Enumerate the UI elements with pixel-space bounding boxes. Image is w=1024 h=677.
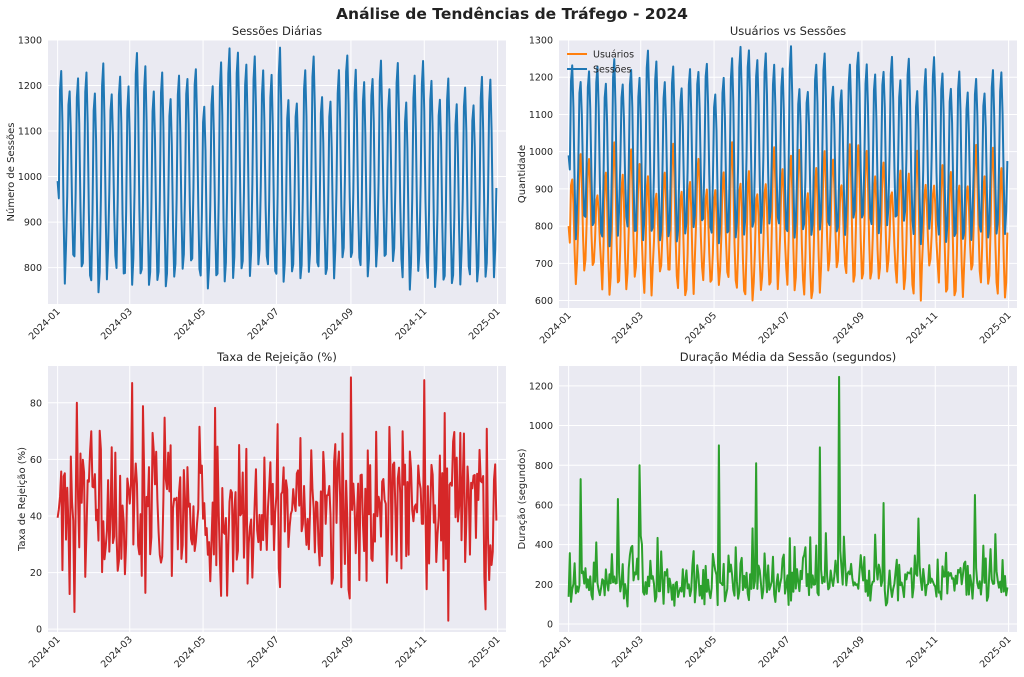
- y-tick-label: 1300: [18, 36, 42, 47]
- gridlines: [48, 366, 506, 632]
- y-tick-label: 1000: [18, 172, 42, 183]
- panel-title: Taxa de Rejeição (%): [216, 350, 337, 364]
- x-tick-label: 2024-03: [99, 634, 135, 670]
- y-tick-label: 800: [24, 263, 42, 274]
- y-tick-label: 0: [547, 620, 553, 631]
- legend-label-sessions: Sessões: [593, 65, 631, 76]
- series-line-usu-rios: [567, 141, 1009, 302]
- series-line-sess-es: [56, 46, 498, 294]
- series-lines: [567, 375, 1009, 608]
- y-tick-labels: 0 20 40 60 80: [30, 398, 42, 635]
- x-tick-labels: 2024-01 2024-03 2024-05 2024-07 2024-09 2024-…: [538, 310, 1014, 346]
- x-tick-label: 2024-11: [905, 310, 941, 346]
- x-tick-label: 2025-01: [978, 634, 1014, 670]
- x-tick-label: 2024-01: [27, 634, 63, 670]
- y-tick-label: 600: [535, 296, 553, 307]
- y-tick-labels: 0 200 400 600 800 1000 1200: [529, 381, 553, 630]
- series-lines: [567, 45, 1009, 302]
- x-tick-label: 2025-01: [978, 310, 1014, 346]
- y-tick-label: 40: [30, 511, 42, 522]
- x-tick-label: 2024-09: [320, 634, 356, 670]
- x-tick-label: 2024-01: [27, 306, 63, 342]
- x-tick-label: 2024-05: [172, 306, 208, 342]
- y-tick-label: 20: [30, 568, 42, 579]
- y-tick-label: 900: [535, 184, 553, 195]
- x-tick-label: 2024-09: [831, 310, 867, 346]
- series-line-taxa-de-rejei-o: [56, 376, 498, 622]
- x-tick-label: 2024-11: [394, 634, 430, 670]
- x-tick-label: 2024-03: [610, 634, 646, 670]
- panel-title: Duração Média da Sessão (segundos): [680, 350, 897, 364]
- x-tick-label: 2025-01: [467, 306, 503, 342]
- y-tick-label: 800: [535, 461, 553, 472]
- y-tick-label: 1200: [18, 81, 42, 92]
- x-tick-label: 2024-05: [172, 634, 208, 670]
- x-tick-label: 2024-03: [99, 306, 135, 342]
- x-tick-label: 2025-01: [467, 634, 503, 670]
- y-tick-label: 700: [535, 259, 553, 270]
- x-tick-label: 2024-07: [246, 306, 282, 342]
- x-tick-label: 2024-01: [538, 310, 574, 346]
- y-tick-label: 1000: [529, 147, 553, 158]
- y-tick-label: 400: [535, 540, 553, 551]
- y-tick-label: 1100: [529, 110, 553, 121]
- y-axis-label: Taxa de Rejeição (%): [17, 447, 28, 552]
- y-tick-label: 800: [535, 222, 553, 233]
- x-tick-label: 2024-07: [757, 310, 793, 346]
- y-axis-label: Duração (segundos): [517, 448, 528, 549]
- x-tick-label: 2024-11: [394, 306, 430, 342]
- x-tick-label: 2024-03: [610, 310, 646, 346]
- x-tick-label: 2024-07: [757, 634, 793, 670]
- y-tick-label: 60: [30, 455, 42, 466]
- y-tick-label: 1000: [529, 421, 553, 432]
- x-tick-label: 2024-09: [831, 634, 867, 670]
- y-tick-label: 1100: [18, 127, 42, 138]
- y-tick-labels: 800 900 1000 1100 1200 1300: [18, 36, 42, 275]
- series-lines: [56, 376, 498, 622]
- x-tick-label: 2024-11: [905, 634, 941, 670]
- y-tick-label: 200: [535, 580, 553, 591]
- y-tick-label: 80: [30, 398, 42, 409]
- x-tick-label: 2024-09: [320, 306, 356, 342]
- y-tick-label: 1200: [529, 73, 553, 84]
- legend-label-users: Usuários: [593, 50, 634, 61]
- series-line-sess-es: [567, 45, 1009, 248]
- series-line-dura-o-m-dia: [567, 375, 1009, 608]
- panel-title: Sessões Diárias: [232, 24, 322, 38]
- x-tick-labels: 2024-01 2024-03 2024-05 2024-07 2024-09 2024-…: [27, 634, 503, 670]
- y-tick-label: 900: [24, 218, 42, 229]
- series-lines: [56, 46, 498, 294]
- panel-title: Usuários vs Sessões: [730, 24, 846, 38]
- figure-title: Análise de Tendências de Tráfego - 2024: [336, 5, 688, 23]
- x-tick-labels: 2024-01 2024-03 2024-05 2024-07 2024-09 2024-…: [538, 634, 1014, 670]
- x-tick-labels: 2024-01 2024-03 2024-05 2024-07 2024-09 2024-…: [27, 306, 503, 342]
- y-axis-label: Quantidade: [517, 145, 528, 203]
- y-tick-labels: 600 700 800 900 1000 1100 1200 1300: [529, 36, 553, 308]
- x-tick-label: 2024-07: [246, 634, 282, 670]
- x-tick-label: 2024-05: [683, 310, 719, 346]
- y-tick-label: 1200: [529, 381, 553, 392]
- y-tick-label: 0: [36, 625, 42, 636]
- legend: Usuários Sessões: [567, 50, 634, 76]
- y-tick-label: 1300: [529, 36, 553, 47]
- y-tick-label: 600: [535, 500, 553, 511]
- x-tick-label: 2024-01: [538, 634, 574, 670]
- y-axis-label: Número de Sessões: [5, 123, 17, 222]
- x-tick-label: 2024-05: [683, 634, 719, 670]
